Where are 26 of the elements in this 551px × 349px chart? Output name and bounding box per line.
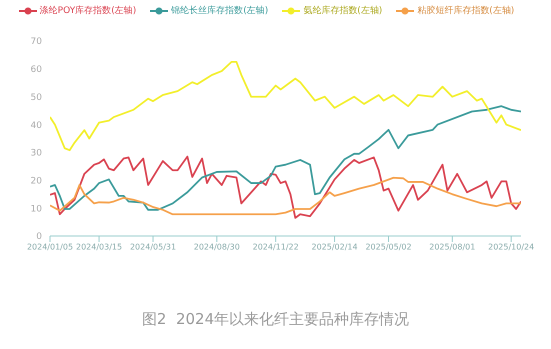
y-tick-label: 0 [36, 232, 42, 242]
line-series [50, 176, 521, 216]
x-tick-label: 2024/08/30 [194, 242, 240, 252]
x-tick-label: 2025/02/14 [312, 242, 358, 252]
legend-label: 氨纶库存指数(左轴) [302, 4, 382, 17]
line-series [50, 105, 521, 211]
x-tick-label: 2024/03/15 [76, 242, 122, 252]
x-tick-label: 2025/05/02 [365, 242, 412, 252]
legend-label: 涤纶POY库存指数(左轴) [38, 4, 136, 17]
line-series [50, 156, 521, 219]
y-tick-label: 40 [30, 120, 42, 131]
line-series [50, 60, 521, 152]
x-tick-label: 2024/01/05 [26, 242, 74, 252]
x-tick-label: 2024/11/22 [252, 242, 299, 252]
y-tick-label: 20 [30, 176, 42, 186]
y-tick-label: 10 [30, 204, 42, 214]
x-tick-label: 2024/05/31 [130, 242, 176, 252]
y-tick-label: 30 [30, 148, 42, 159]
legend-label: 锦纶长丝库存指数(左轴) [170, 4, 268, 17]
y-tick-label: 50 [30, 92, 42, 103]
x-tick-label: 2025/10/24 [488, 242, 534, 252]
y-tick-label: 70 [30, 37, 42, 48]
y-tick-label: 60 [30, 65, 42, 76]
x-tick-label: 2025/08/01 [429, 242, 476, 252]
legend-label: 粘胶短纤库存指数(左轴) [416, 4, 514, 17]
text: 图2 2024年以来化纤主要品种库存情况 [140, 310, 410, 329]
